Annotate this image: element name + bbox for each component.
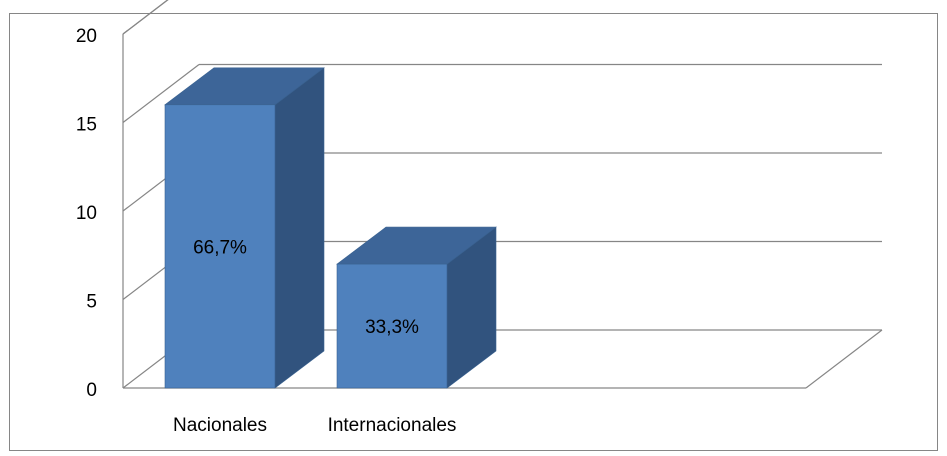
bars-layer: 66,7% 33,3% [164,67,497,389]
x-tick-label-1: Internacionales [328,415,457,436]
y-axis-ticks: 0 5 10 15 20 [76,26,97,401]
y-tick-label-3: 15 [76,115,97,136]
data-label-1: 33,3% [365,317,419,338]
bar-front-face [336,263,448,389]
bar-nacionales: 66,7% [164,67,325,389]
bar-side-face [274,67,325,389]
y-tick-label-4: 20 [76,26,97,47]
floor-right-edge [805,329,883,389]
gridline-side-4 [122,0,169,35]
bar-front-face [164,104,276,389]
x-axis-labels: Nacionales Internacionales [173,415,456,436]
y-tick-label-0: 0 [86,380,97,401]
y-tick-label-1: 5 [86,292,97,313]
gridline-side-3 [122,64,200,123]
data-label-0: 66,7% [193,237,247,258]
bar-internacionales: 33,3% [336,226,497,389]
x-tick-label-0: Nacionales [173,415,267,436]
y-tick-label-2: 10 [76,203,97,224]
